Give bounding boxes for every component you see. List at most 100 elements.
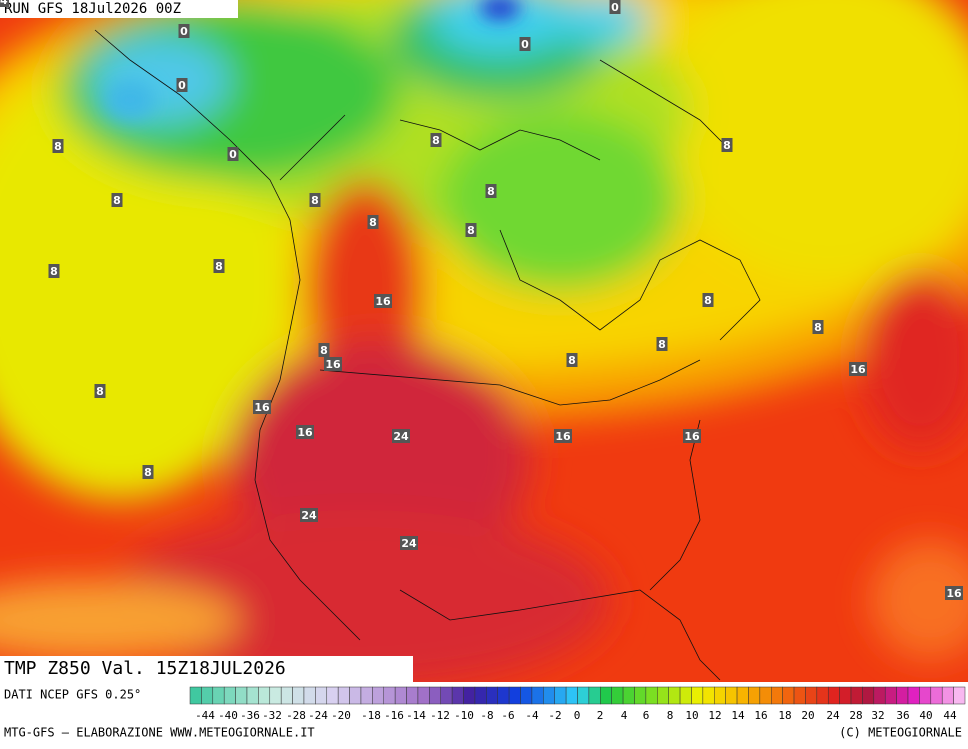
color-swatch	[930, 686, 943, 705]
color-swatch	[862, 686, 875, 705]
colorbar-label: -14	[406, 709, 426, 722]
contour-label: 16	[254, 401, 270, 414]
color-swatch	[383, 686, 396, 705]
color-swatch	[303, 686, 316, 705]
contour-label: 24	[401, 537, 417, 550]
colorbar-label: -32	[262, 709, 282, 722]
colorbar-label: -18	[361, 709, 381, 722]
color-swatch	[953, 686, 966, 705]
contour-label-box	[566, 353, 578, 367]
contour-label-box	[485, 184, 497, 198]
contour-label: 8	[50, 265, 58, 278]
contour-label: 8	[432, 134, 440, 147]
contour-label-box	[48, 264, 60, 278]
colorbar-label: 6	[643, 709, 650, 722]
contour-label: 8	[320, 344, 328, 357]
colorbar-label: -20	[331, 709, 351, 722]
contour-label: 16	[375, 295, 391, 308]
colorbar-label: -40	[218, 709, 238, 722]
contour-label-box	[296, 425, 314, 439]
contour-label-box	[227, 147, 239, 161]
contour-label: 8	[54, 140, 62, 153]
color-swatch	[372, 686, 384, 705]
contour-label-box	[324, 357, 342, 371]
color-swatch	[269, 686, 282, 705]
color-swatch	[212, 686, 225, 705]
color-swatch	[474, 686, 487, 705]
color-swatch	[246, 686, 259, 705]
contour-label-box	[849, 362, 867, 376]
coastlines	[94, 29, 761, 681]
contour-label: 16	[850, 363, 866, 376]
color-swatch	[486, 686, 498, 705]
contour-label: 8	[814, 321, 822, 334]
contour-label-box	[300, 508, 318, 522]
color-swatch	[907, 686, 920, 705]
colorbar-label: 0	[574, 709, 581, 722]
color-swatch	[543, 686, 555, 705]
color-swatch	[896, 686, 909, 705]
contour-label-box	[519, 37, 531, 51]
color-swatch	[440, 686, 453, 705]
color-swatch	[337, 686, 350, 705]
temperature-field	[0, 0, 968, 682]
color-swatch	[873, 686, 886, 705]
contour-label-box	[111, 193, 123, 207]
colorbar-label: -24	[308, 709, 328, 722]
color-swatch	[919, 686, 932, 705]
colorbar-label: 12	[708, 709, 721, 722]
contour-label-box	[367, 215, 379, 229]
colorbar-label: 8	[667, 709, 674, 722]
color-swatch	[702, 686, 715, 705]
color-swatch	[280, 686, 293, 705]
color-swatch	[736, 686, 749, 705]
color-swatch	[497, 686, 510, 705]
color-swatch	[201, 686, 214, 705]
colorbar-label: 28	[849, 709, 862, 722]
color-swatch	[394, 686, 407, 705]
contour-label: 0	[611, 1, 619, 14]
source-label: DATI NCEP GFS 0.25°	[4, 688, 141, 702]
credit-label: MTG-GFS — ELABORAZIONE WWW.METEOGIORNALE…	[4, 726, 315, 740]
color-swatch	[634, 686, 647, 705]
colorbar-label: -12	[430, 709, 450, 722]
contour-label-box	[430, 133, 442, 147]
title-box	[0, 656, 413, 682]
colorbar-label: -8	[480, 709, 493, 722]
color-swatch	[429, 686, 441, 705]
color-swatch	[850, 686, 863, 705]
colorbar-label: 14	[731, 709, 745, 722]
contour-label-box	[554, 429, 572, 443]
color-swatch	[668, 686, 681, 705]
contour-label-box	[253, 400, 271, 414]
color-swatch	[748, 686, 761, 705]
color-swatch	[611, 686, 624, 705]
contour-label-box	[318, 343, 330, 357]
colorbar-label: -2	[548, 709, 561, 722]
color-swatch	[508, 686, 521, 705]
contour-label-box	[683, 429, 701, 443]
color-swatch	[223, 686, 236, 705]
color-swatch	[793, 686, 806, 705]
contour-label-box	[945, 586, 963, 600]
color-swatch	[258, 686, 271, 705]
color-swatch	[531, 686, 544, 705]
map-title: TMP Z850 Val. 15Z18JUL2026	[4, 658, 286, 679]
colorbar-label: 36	[896, 709, 909, 722]
color-swatch	[691, 686, 704, 705]
color-swatch	[565, 686, 578, 705]
contour-label-box	[94, 384, 106, 398]
contour-label-box	[609, 0, 621, 14]
color-swatch	[588, 686, 601, 705]
contour-label: 8	[96, 385, 104, 398]
contour-label-box	[392, 429, 410, 443]
colorbar-label: -28	[286, 709, 306, 722]
contour-label: 8	[658, 338, 666, 351]
color-swatch	[816, 686, 829, 705]
contour-label: 8	[113, 194, 121, 207]
contour-label-box	[213, 259, 225, 273]
contour-label: 0	[521, 38, 529, 51]
contour-label: 8	[215, 260, 223, 273]
contour-label: 8	[369, 216, 377, 229]
